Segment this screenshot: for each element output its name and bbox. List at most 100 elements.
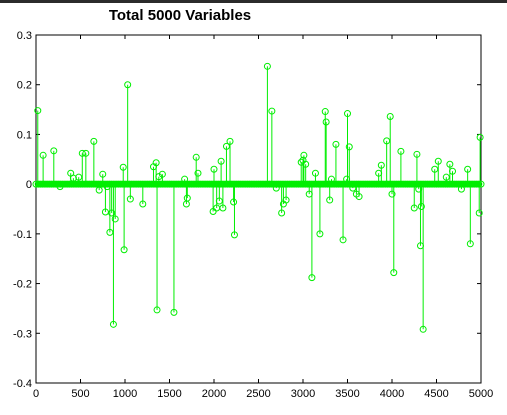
zero-marker bbox=[43, 180, 51, 188]
stem-marker bbox=[210, 165, 218, 173]
zero-marker bbox=[172, 180, 180, 188]
y-tick-label: 0.1 bbox=[17, 129, 32, 141]
stem-marker bbox=[311, 169, 319, 177]
zero-marker bbox=[303, 180, 311, 188]
zero-marker bbox=[41, 180, 49, 188]
zero-marker bbox=[381, 180, 389, 188]
stem-marker bbox=[345, 143, 353, 151]
ticks-layer: 0 500 1000 1500 2000 2500 3000 3500 4000 4500 5000… bbox=[13, 30, 493, 400]
stem-marker bbox=[410, 204, 418, 212]
zero-marker bbox=[341, 180, 349, 188]
zero-marker bbox=[283, 180, 291, 188]
zero-marker bbox=[379, 180, 387, 188]
zero-marker bbox=[125, 180, 133, 188]
zero-marker bbox=[132, 180, 140, 188]
stem-marker bbox=[466, 240, 474, 248]
stem-marker bbox=[431, 165, 439, 173]
zero-marker bbox=[237, 180, 245, 188]
x-tick-label: 3000 bbox=[291, 388, 315, 400]
zero-marker bbox=[243, 180, 251, 188]
zero-marker bbox=[317, 180, 325, 188]
stem-marker bbox=[413, 150, 421, 158]
stem-marker bbox=[192, 153, 200, 161]
stem-marker bbox=[230, 198, 238, 206]
zero-marker bbox=[203, 180, 211, 188]
stem-marker bbox=[464, 165, 472, 173]
stem-marker bbox=[419, 325, 427, 333]
stem-marker bbox=[209, 207, 217, 215]
stem-marker bbox=[103, 183, 111, 191]
zero-marker bbox=[401, 180, 409, 188]
stem-marker bbox=[415, 185, 423, 193]
zero-marker bbox=[239, 180, 247, 188]
zero-marker bbox=[234, 180, 242, 188]
stem-marker bbox=[219, 204, 227, 212]
zero-marker bbox=[350, 180, 358, 188]
zero-marker bbox=[168, 180, 176, 188]
stem-marker bbox=[302, 160, 310, 168]
stem-marker bbox=[82, 149, 90, 157]
zero-marker bbox=[206, 180, 214, 188]
y-tick-label: -0.3 bbox=[13, 328, 32, 340]
zero-marker bbox=[252, 180, 260, 188]
zero-marker bbox=[163, 180, 171, 188]
stem-marker bbox=[230, 231, 238, 239]
zero-marker bbox=[201, 180, 209, 188]
y-tick-label: 0.3 bbox=[17, 30, 32, 42]
x-tick-label: 500 bbox=[71, 388, 89, 400]
zero-marker bbox=[404, 180, 412, 188]
stem-marker bbox=[194, 169, 202, 177]
stem-marker bbox=[75, 173, 83, 181]
axes-box bbox=[35, 34, 482, 384]
stem-marker bbox=[449, 167, 457, 175]
stem-marker bbox=[56, 183, 64, 191]
zero-marker bbox=[372, 180, 380, 188]
zero-marker bbox=[259, 180, 267, 188]
x-tick-label: 2000 bbox=[202, 388, 226, 400]
zero-marker bbox=[128, 180, 136, 188]
y-tick-label: -0.1 bbox=[13, 229, 32, 241]
stem-marker bbox=[153, 306, 161, 314]
x-tick-label: 5000 bbox=[469, 388, 493, 400]
stem-marker bbox=[183, 194, 191, 202]
zero-marker bbox=[134, 180, 142, 188]
stem-marker bbox=[300, 151, 308, 159]
zero-marker bbox=[281, 180, 289, 188]
stem-marker bbox=[390, 269, 398, 277]
stem-marker bbox=[120, 246, 128, 254]
stem-marker bbox=[278, 209, 286, 217]
stem-marker bbox=[417, 203, 425, 211]
zero-marker bbox=[65, 180, 73, 188]
stem-marker bbox=[126, 195, 134, 203]
x-tick-label: 2500 bbox=[246, 388, 270, 400]
zero-marker bbox=[157, 180, 165, 188]
zero-marker bbox=[266, 180, 274, 188]
zero-marker bbox=[357, 180, 365, 188]
zero-marker bbox=[421, 180, 429, 188]
baseline-layer bbox=[32, 180, 485, 188]
stem-marker bbox=[349, 184, 357, 192]
stem-marker bbox=[217, 157, 225, 165]
stem-marker bbox=[434, 157, 442, 165]
zero-marker bbox=[406, 180, 414, 188]
stem-marker bbox=[124, 81, 132, 89]
zero-marker bbox=[241, 180, 249, 188]
stem-marker bbox=[90, 137, 98, 145]
stem-marker bbox=[50, 147, 58, 155]
stem-marker bbox=[305, 190, 313, 198]
zero-marker bbox=[143, 180, 151, 188]
zero-marker bbox=[395, 180, 403, 188]
zero-marker bbox=[286, 180, 294, 188]
stem-marker bbox=[139, 200, 147, 208]
stem-marker bbox=[78, 149, 86, 157]
stem-marker bbox=[442, 173, 450, 181]
zero-marker bbox=[32, 180, 40, 188]
stem-marker bbox=[377, 161, 385, 169]
x-tick-label: 4500 bbox=[424, 388, 448, 400]
stem-marker bbox=[222, 142, 230, 150]
stem-marker bbox=[339, 236, 347, 244]
stem-marker bbox=[95, 186, 103, 194]
stem-marker bbox=[457, 185, 465, 193]
stem-marker bbox=[446, 160, 454, 168]
